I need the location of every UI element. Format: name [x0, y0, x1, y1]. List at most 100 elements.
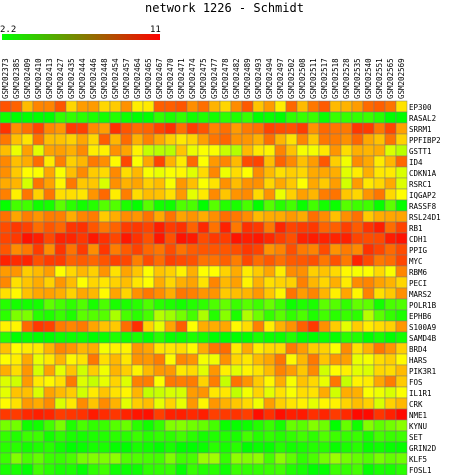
heatmap-cell	[43, 441, 56, 454]
heatmap-cell	[318, 122, 331, 135]
heatmap-cell	[54, 320, 67, 333]
heatmap-cell	[54, 133, 67, 146]
heatmap-cell	[98, 320, 111, 333]
heatmap-cell	[230, 122, 243, 135]
heatmap-cell	[197, 265, 210, 278]
heatmap-cell	[175, 144, 188, 157]
heatmap-cell	[340, 155, 353, 168]
heatmap-cell	[10, 221, 23, 234]
heatmap-cell	[362, 166, 375, 179]
heatmap-cell	[384, 243, 397, 256]
heatmap-cell	[373, 232, 386, 245]
heatmap-cell	[197, 441, 210, 454]
heatmap-cell	[230, 221, 243, 234]
heatmap-cell	[164, 342, 177, 355]
heatmap-cell	[186, 199, 199, 212]
heatmap-cell	[54, 276, 67, 289]
heatmap-cell	[142, 122, 155, 135]
heatmap-cell	[373, 331, 386, 344]
heatmap-cell	[285, 452, 298, 465]
heatmap-cell	[274, 331, 287, 344]
heatmap-cell	[384, 122, 397, 135]
row-label: FOS	[409, 378, 423, 387]
heatmap-cell	[395, 144, 408, 157]
heatmap-cell	[274, 122, 287, 135]
heatmap-cell	[208, 419, 221, 432]
heatmap-cell	[142, 287, 155, 300]
heatmap-cell	[186, 122, 199, 135]
heatmap-cell	[329, 188, 342, 201]
heatmap-cell	[318, 397, 331, 410]
heatmap-cell	[285, 364, 298, 377]
heatmap-cell	[307, 100, 320, 113]
heatmap-cell	[186, 287, 199, 300]
heatmap-cell	[274, 397, 287, 410]
heatmap-cell	[10, 133, 23, 146]
heatmap-cell	[32, 441, 45, 454]
heatmap-cell	[109, 199, 122, 212]
color-scale-gradient-bar	[2, 34, 160, 40]
heatmap-cell	[186, 265, 199, 278]
heatmap-cell	[362, 441, 375, 454]
heatmap-cell	[373, 298, 386, 311]
heatmap-cell	[164, 419, 177, 432]
heatmap-cell	[219, 320, 232, 333]
heatmap-cell	[329, 397, 342, 410]
heatmap-cell	[373, 221, 386, 234]
heatmap-cell	[21, 430, 34, 443]
heatmap-cell	[0, 210, 12, 223]
heatmap-cell	[0, 364, 12, 377]
heatmap-cell	[131, 111, 144, 124]
heatmap-cell	[54, 353, 67, 366]
heatmap-cell	[395, 386, 408, 399]
heatmap-cell	[252, 177, 265, 190]
heatmap-cell	[219, 463, 232, 475]
heatmap-cell	[21, 199, 34, 212]
heatmap-cell	[373, 287, 386, 300]
heatmap-cell	[362, 265, 375, 278]
heatmap-cell	[21, 342, 34, 355]
heatmap-cell	[197, 452, 210, 465]
heatmap-cell	[329, 287, 342, 300]
heatmap-cell	[32, 353, 45, 366]
heatmap-cell	[10, 100, 23, 113]
heatmap-cell	[285, 397, 298, 410]
heatmap-cell	[208, 364, 221, 377]
heatmap-cell	[43, 353, 56, 366]
heatmap-cell	[21, 364, 34, 377]
heatmap-cell	[142, 111, 155, 124]
heatmap-cell	[87, 100, 100, 113]
heatmap-cell	[164, 298, 177, 311]
heatmap-cell	[230, 210, 243, 223]
row-label: MARS2	[409, 290, 432, 299]
heatmap-cell	[230, 364, 243, 377]
heatmap-cell	[120, 331, 133, 344]
heatmap-cell	[164, 188, 177, 201]
heatmap-cell	[208, 199, 221, 212]
heatmap-cell	[109, 100, 122, 113]
heatmap-cell	[153, 375, 166, 388]
heatmap-cell	[351, 254, 364, 267]
heatmap-cell	[142, 254, 155, 267]
heatmap-cell	[274, 265, 287, 278]
heatmap-cell	[395, 353, 408, 366]
heatmap-cell	[32, 430, 45, 443]
column-label: GSM202528	[342, 58, 351, 99]
heatmap-cell	[241, 287, 254, 300]
heatmap-cell	[307, 254, 320, 267]
heatmap-cell	[362, 430, 375, 443]
heatmap-cell	[32, 221, 45, 234]
heatmap-cell	[87, 463, 100, 475]
heatmap-cell	[263, 276, 276, 289]
heatmap-cell	[131, 441, 144, 454]
heatmap-cell	[0, 199, 12, 212]
heatmap-cell	[384, 210, 397, 223]
heatmap-cell	[131, 243, 144, 256]
heatmap-cell	[142, 463, 155, 475]
heatmap-cell	[120, 210, 133, 223]
heatmap-cell	[296, 419, 309, 432]
heatmap-cell	[197, 122, 210, 135]
heatmap-cell	[329, 133, 342, 146]
heatmap-cell	[373, 122, 386, 135]
heatmap-cell	[296, 452, 309, 465]
